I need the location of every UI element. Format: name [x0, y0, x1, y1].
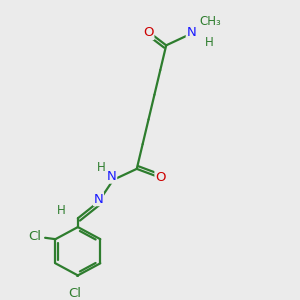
Text: N: N [186, 26, 196, 40]
Text: N: N [107, 170, 117, 183]
Text: N: N [94, 193, 103, 206]
Text: O: O [155, 171, 166, 184]
Text: CH₃: CH₃ [200, 16, 221, 28]
Text: Cl: Cl [28, 230, 41, 243]
Text: Cl: Cl [68, 287, 81, 300]
Text: H: H [57, 204, 66, 217]
Text: H: H [205, 36, 213, 49]
Text: O: O [143, 26, 154, 40]
Text: H: H [97, 161, 106, 174]
